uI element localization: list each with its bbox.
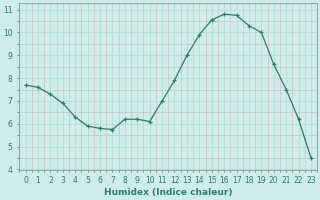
X-axis label: Humidex (Indice chaleur): Humidex (Indice chaleur) <box>104 188 233 197</box>
